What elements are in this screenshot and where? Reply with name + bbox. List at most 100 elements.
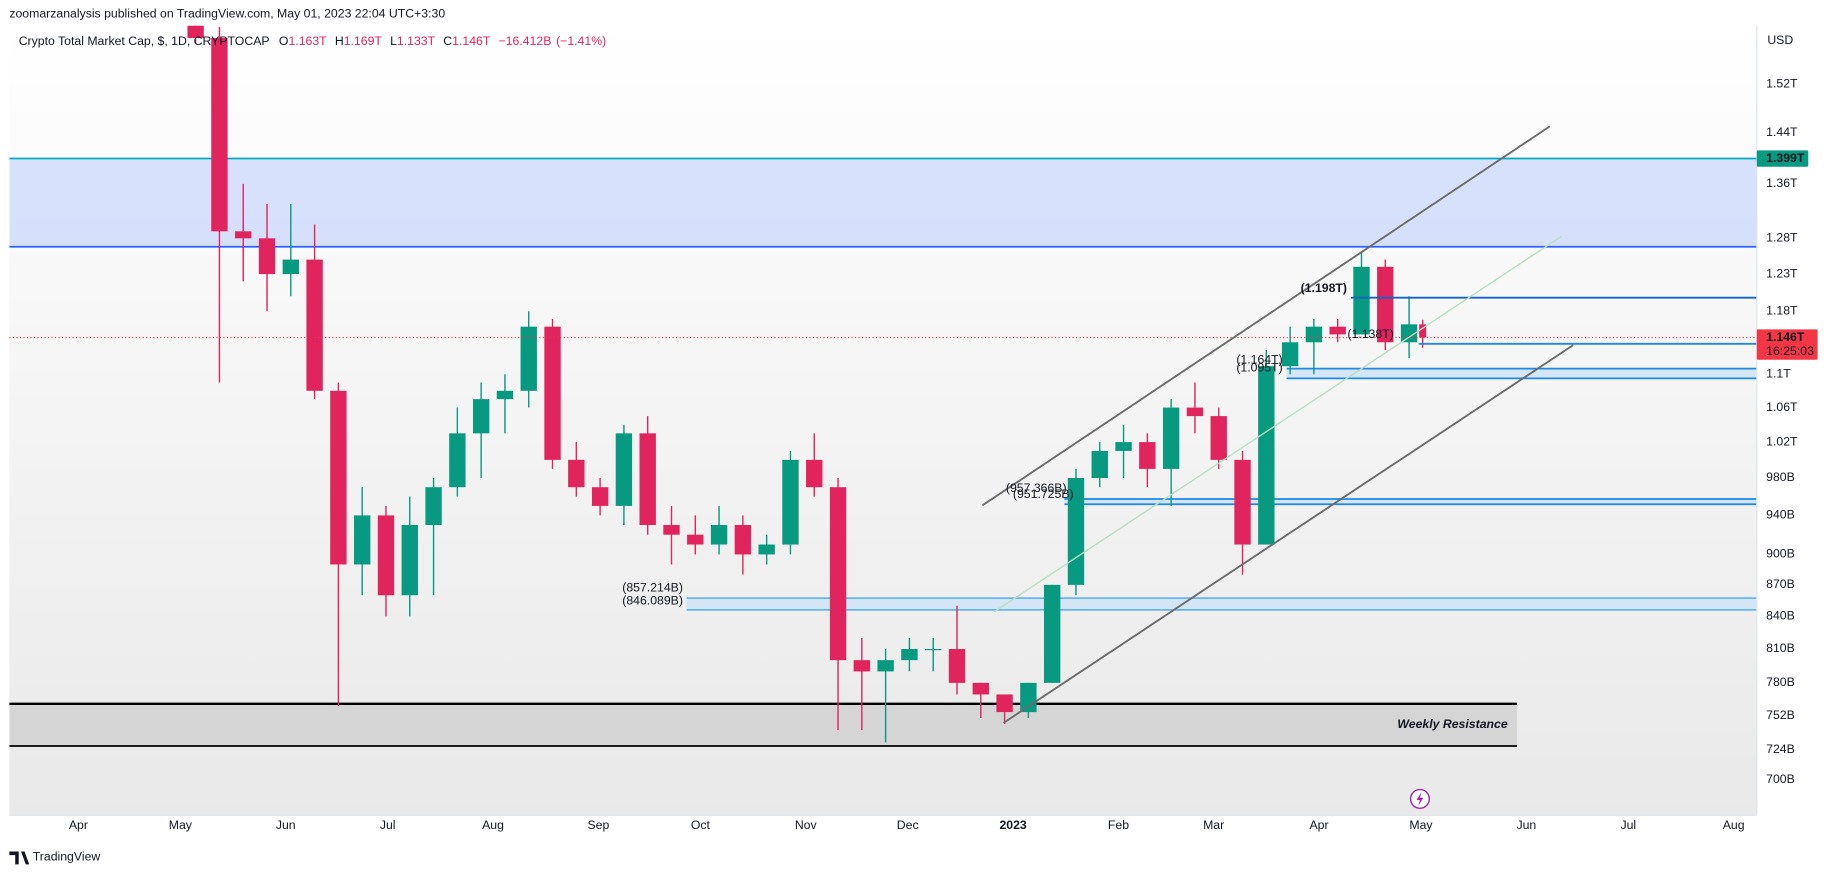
candle-body: [1067, 478, 1085, 585]
channel-mid: [993, 235, 1562, 613]
y-tick-label: 752B: [1766, 708, 1795, 722]
candle-body: [1234, 459, 1251, 545]
candle-body: [758, 544, 775, 555]
candle-body: [1186, 407, 1204, 417]
legend-key: O: [279, 34, 289, 48]
candle-body: [449, 433, 466, 488]
legend-change-pct: (−1.41%): [556, 34, 606, 48]
channel-lower: [1003, 344, 1574, 724]
x-tick-label: Apr: [1309, 818, 1328, 832]
y-tick-label: 1.06T: [1766, 400, 1798, 414]
candle-body: [710, 525, 728, 545]
legend-title: Crypto Total Market Cap, $, 1D, CRYPTOCA…: [19, 34, 270, 48]
candle-body: [853, 660, 871, 672]
candle-body: [829, 487, 847, 661]
alert-price-label: 1.399T: [1766, 151, 1805, 165]
alert-price-badge: [1756, 150, 1809, 167]
legend-key: C: [443, 34, 452, 48]
candle-body: [1210, 416, 1227, 460]
pane-layer: [9, 25, 1757, 747]
x-tick-label: 2023: [999, 818, 1026, 832]
y-tick-label: 1.23T: [1766, 266, 1798, 280]
x-tick-label: Jun: [1516, 818, 1536, 832]
y-tick-label: 940B: [1766, 508, 1795, 522]
candle-body: [1091, 450, 1108, 479]
x-tick-label: Oct: [691, 818, 711, 832]
legend-value: 1.163T: [288, 34, 327, 48]
channel-upper: [981, 125, 1551, 507]
candle-body: [877, 660, 894, 672]
last-price-label: 1.146T: [1766, 330, 1805, 344]
publisher-header: zoomarzanalysis published on TradingView…: [9, 6, 445, 20]
countdown-label: 16:25:03: [1766, 344, 1814, 358]
y-tick-label: 1.02T: [1766, 434, 1798, 448]
candle-body: [1281, 342, 1299, 367]
candle-body: [948, 648, 966, 683]
candle-body: [258, 238, 276, 275]
y-tick-label: 1.1T: [1766, 367, 1791, 381]
candle-body: [972, 682, 989, 695]
candle-body: [235, 231, 252, 239]
candle-body: [806, 459, 823, 488]
level-label: (846.089B): [622, 594, 683, 608]
x-tick-label: Dec: [897, 818, 919, 832]
zone-label: Weekly Resistance: [1397, 717, 1507, 731]
x-tick-label: Sep: [587, 818, 609, 832]
x-tick-label: Jul: [380, 818, 396, 832]
candle-body: [1139, 442, 1156, 469]
zone: [686, 598, 1757, 610]
x-tick-label: Apr: [69, 818, 88, 832]
trend-channel: [981, 125, 1574, 724]
candle-body: [782, 459, 799, 545]
candle-body: [520, 326, 537, 391]
legend-value: 1.169T: [344, 34, 383, 48]
x-tick-label: Feb: [1108, 818, 1129, 832]
y-tick-label: 780B: [1766, 675, 1795, 689]
x-tick-label: May: [1409, 818, 1433, 832]
y-tick-label: 1.44T: [1766, 125, 1798, 139]
candle-body: [568, 459, 585, 488]
currency-label: USD: [1767, 33, 1793, 47]
candle-body: [687, 534, 704, 545]
level-label: (957.366B): [1006, 481, 1067, 495]
zone: [9, 703, 1518, 747]
legend-key: L: [390, 34, 397, 48]
candle-body: [1419, 324, 1427, 338]
y-tick-label: 900B: [1766, 547, 1795, 561]
level-label: (857.214B): [622, 581, 683, 595]
y-tick-label: 724B: [1766, 742, 1795, 756]
candle-body: [639, 433, 656, 526]
candle-body: [1377, 266, 1394, 343]
candle-body: [425, 487, 442, 526]
tradingview-logo: [9, 851, 30, 865]
candle-body: [663, 525, 680, 535]
candle-body: [1258, 366, 1275, 545]
x-tick-label: Jun: [276, 818, 296, 832]
candle-body: [615, 433, 633, 506]
candle-body: [1329, 326, 1346, 335]
zone: [1286, 368, 1757, 379]
candle-body: [472, 399, 490, 434]
legend: Crypto Total Market Cap, $, 1D, CRYPTOCA…: [19, 34, 606, 48]
footer-brand: TradingView: [33, 850, 101, 864]
y-tick-label: 980B: [1766, 470, 1795, 484]
candle-body: [282, 259, 299, 275]
candle-body: [211, 38, 228, 232]
candle-body: [996, 694, 1013, 713]
x-tick-label: Aug: [482, 818, 504, 832]
y-tick-label: 840B: [1766, 609, 1795, 623]
overlay-layer: Weekly Resistance (1.198T) (1.138T) (1.164T…: [622, 281, 1508, 731]
candle-body: [544, 326, 561, 460]
candle-body: [377, 515, 395, 596]
candle-body: [734, 525, 752, 555]
chart-pane: [9, 25, 1757, 816]
candle-body: [496, 390, 514, 400]
x-tick-label: Jul: [1620, 818, 1636, 832]
legend-value: 1.133T: [397, 34, 436, 48]
y-tick-label: 1.36T: [1766, 176, 1798, 190]
y-tick-label: 1.28T: [1766, 231, 1798, 245]
y-tick-label: 1.18T: [1766, 304, 1798, 318]
candle-body: [1353, 266, 1370, 335]
level-label: (1.138T): [1347, 327, 1393, 341]
